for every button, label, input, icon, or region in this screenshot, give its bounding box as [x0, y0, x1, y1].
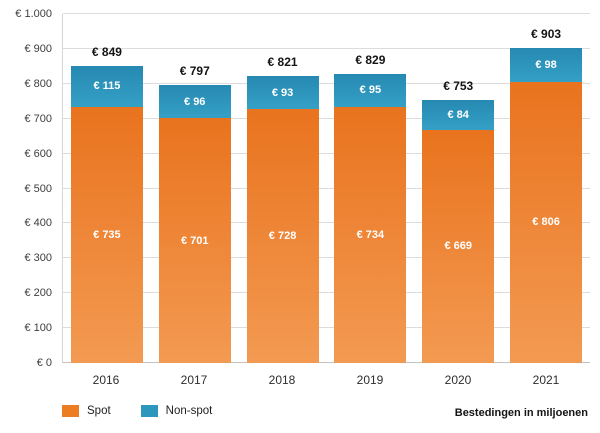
segment-nonspot: € 95: [334, 73, 407, 107]
segment-nonspot: € 115: [70, 66, 143, 107]
gridline: [63, 47, 590, 49]
legend-item-spot: Spot: [62, 405, 111, 417]
segment-spot: € 734: [334, 106, 407, 363]
segment-spot: € 701: [158, 118, 231, 363]
total-label: € 849: [91, 45, 122, 60]
y-tick-label: € 500: [24, 182, 52, 195]
segment-spot: € 728: [246, 108, 319, 363]
y-tick-label: € 600: [24, 147, 52, 160]
total-label: € 821: [267, 55, 298, 70]
bar-group-2018: € 821 € 93 € 728: [246, 14, 319, 363]
y-tick-label: € 1.000: [15, 8, 52, 20]
gridline: [63, 187, 590, 189]
total-label: € 797: [179, 63, 210, 78]
gridline: [63, 257, 590, 259]
y-tick-label: € 300: [24, 252, 52, 265]
x-tick-label: 2016: [92, 373, 120, 387]
x-tick-label: 2018: [268, 373, 296, 387]
segment-nonspot: € 93: [246, 76, 319, 109]
segment-nonspot: € 96: [158, 84, 231, 119]
legend-label-nonspot: Non-spot: [165, 405, 213, 417]
bar-group-2019: € 829 € 95 € 734: [334, 14, 407, 363]
segment-nonspot: € 98: [510, 47, 583, 82]
legend-item-nonspot: Non-spot: [140, 405, 213, 417]
x-tick-label: 2020: [444, 373, 472, 387]
x-tick-label: 2019: [356, 373, 384, 387]
bars: € 849 € 115 € 735 € 797 € 96 € 701 € 821 € 93 € …: [63, 14, 590, 363]
gridline: [63, 362, 590, 363]
x-tick-label: 2021: [532, 373, 560, 387]
plot-area: € 849 € 115 € 735 € 797 € 96 € 701 € 821 € 93 € …: [62, 13, 590, 363]
y-tick-label: € 400: [24, 217, 52, 230]
segment-nonspot: € 84: [422, 100, 495, 130]
gridline: [63, 327, 590, 329]
segment-spot: € 735: [70, 106, 143, 363]
y-axis: € 0 € 100 € 200 € 300 € 400 € 500 € 600 € 700 € …: [6, 8, 56, 369]
legend: Spot Non-spot: [62, 405, 212, 417]
chart-caption: Bestedingen in miljoenen: [454, 407, 588, 419]
legend-label-spot: Spot: [87, 405, 111, 417]
x-axis: 2016 2017 2018 2019 2020 2021: [62, 373, 590, 387]
bar-group-2020: € 753 € 84 € 669: [422, 14, 495, 363]
bar-group-2017: € 797 € 96 € 701: [158, 14, 231, 363]
y-tick-label: € 200: [24, 287, 52, 300]
y-tick-label: € 700: [24, 112, 52, 125]
bar-group-2021: € 903 € 98 € 806: [510, 14, 583, 363]
nonspot-swatch-icon: [140, 405, 158, 417]
gridline: [63, 292, 590, 294]
gridline: [63, 222, 590, 224]
y-tick-label: € 800: [24, 77, 52, 90]
gridline: [63, 152, 590, 154]
spot-swatch-icon: [62, 405, 79, 417]
bar-group-2016: € 849 € 115 € 735: [70, 14, 143, 363]
gridline: [63, 117, 590, 119]
gridline: [63, 82, 590, 84]
total-label: € 903: [531, 26, 562, 41]
gridline: [63, 13, 590, 14]
x-tick-label: 2017: [180, 373, 208, 387]
total-label: € 753: [443, 79, 474, 94]
total-label: € 829: [355, 52, 386, 67]
y-tick-label: € 100: [24, 322, 52, 335]
y-tick-label: € 0: [36, 357, 52, 369]
segment-spot: € 669: [422, 129, 495, 363]
segment-spot: € 806: [510, 81, 583, 363]
y-tick-label: € 900: [24, 42, 52, 55]
